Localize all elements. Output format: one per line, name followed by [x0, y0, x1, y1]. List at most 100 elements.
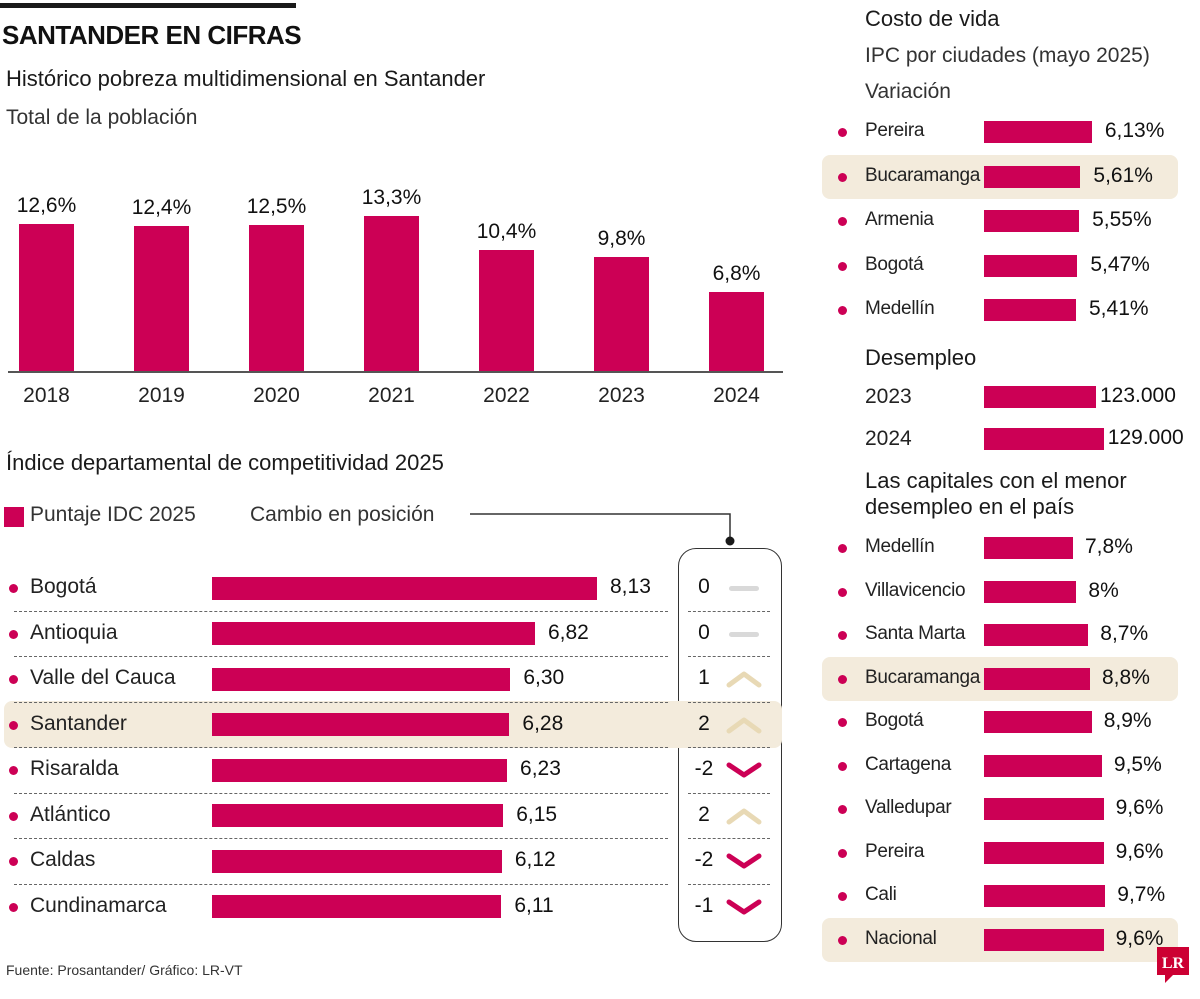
poverty-year-label: 2020: [253, 384, 300, 407]
capital-bullet: [838, 587, 847, 597]
position-change-value: 2: [698, 802, 710, 826]
capital-bullet: [838, 718, 847, 727]
idc-bar: [212, 895, 502, 918]
poverty-chart-baseline: [8, 371, 783, 373]
unemployment-bar: [984, 428, 1104, 450]
ipc-bar: [984, 121, 1092, 143]
capital-label: Pereira: [865, 840, 925, 862]
unemployment-bar: [984, 386, 1096, 408]
idc-legend-score: Puntaje IDC 2025: [30, 503, 196, 526]
capital-bar: [984, 667, 1090, 690]
ipc-label: Bogotá: [865, 253, 924, 275]
capital-label: Bucaramanga: [865, 666, 980, 688]
position-change-value: -1: [694, 893, 714, 917]
trend-down-icon: [726, 899, 762, 914]
position-change-value: 1: [698, 666, 710, 689]
capital-bar: [984, 928, 1104, 951]
poverty-bar-label: 10,4%: [476, 219, 537, 243]
capital-label: Villavicencio: [865, 579, 966, 601]
idc-value-label: 6,12: [514, 848, 556, 871]
position-change-value: 0: [698, 575, 710, 598]
capitals-title: Las capitales con el menor desempleo en …: [865, 468, 1127, 519]
capital-label: Valledupar: [865, 797, 952, 818]
ipc-bar: [984, 254, 1078, 277]
capital-value-label: 8,8%: [1102, 665, 1150, 689]
poverty-bar: [479, 249, 534, 371]
poverty-year-label: 2023: [598, 384, 645, 407]
ipc-label: Pereira: [865, 120, 925, 141]
ipc-bullet: [838, 217, 847, 226]
page-title: SANTANDER EN CIFRAS: [2, 20, 302, 50]
unemployment-title: Desempleo: [865, 345, 977, 370]
trend-flat-icon: [729, 586, 759, 591]
poverty-bar-label: 12,6%: [16, 194, 77, 218]
ipc-bullet: [838, 172, 847, 182]
ipc-bullet: [838, 128, 847, 137]
poverty-bar-label: 12,4%: [131, 196, 192, 220]
change-row-separator: [688, 656, 770, 658]
capital-bullet: [838, 674, 847, 684]
idc-value-label: 6,23: [520, 757, 561, 780]
cost-of-living-title: Costo de vida: [865, 6, 1000, 31]
idc-bullet: [9, 766, 18, 775]
ipc-value-label: 5,47%: [1090, 252, 1150, 276]
capital-label: Cartagena: [865, 753, 952, 775]
position-change-value: -2: [694, 848, 714, 871]
position-change-value: 0: [698, 620, 710, 644]
position-change-value: 2: [698, 711, 710, 735]
capital-value-label: 9,5%: [1113, 752, 1162, 776]
capital-value-label: 9,6%: [1115, 796, 1164, 819]
ipc-value-label: 5,55%: [1092, 208, 1152, 231]
trend-up-icon: [726, 808, 762, 824]
capital-bullet: [838, 544, 847, 553]
capital-label: Santa Marta: [865, 623, 966, 644]
capital-bar: [984, 711, 1092, 733]
capital-bar: [984, 841, 1104, 864]
poverty-chart-title: Histórico pobreza multidimensional en Sa…: [6, 66, 486, 91]
idc-row-separator: [14, 838, 668, 840]
idc-row-separator: [14, 883, 668, 885]
idc-row-separator: [14, 656, 668, 658]
idc-row-separator: [14, 610, 668, 612]
ipc-bullet: [838, 261, 847, 271]
idc-department-label: Bogotá: [30, 575, 97, 598]
ipc-value-label: 6,13%: [1104, 119, 1165, 142]
idc-department-label: Antioquia: [30, 620, 118, 644]
idc-department-label: Caldas: [30, 848, 96, 871]
poverty-bar-label: 12,5%: [246, 195, 307, 219]
cost-of-living-subtitle: IPC por ciudades (mayo 2025): [865, 44, 1150, 67]
position-change-value: -2: [694, 757, 714, 780]
ipc-label: Medellín: [865, 298, 935, 319]
lr-logo: LR: [1157, 947, 1189, 983]
ipc-value-label: 5,61%: [1093, 163, 1153, 187]
change-row-separator: [688, 610, 770, 612]
idc-legend-swatch: [4, 507, 24, 527]
unemployment-value-label: 129.000: [1107, 426, 1184, 449]
idc-bar: [212, 622, 535, 645]
poverty-bar: [709, 291, 764, 371]
capital-value-label: 8%: [1088, 578, 1119, 602]
idc-row-separator: [14, 792, 668, 794]
idc-department-label: Valle del Cauca: [30, 666, 176, 689]
idc-department-label: Santander: [30, 711, 127, 735]
idc-bar: [212, 849, 502, 873]
capital-value-label: 8,9%: [1103, 709, 1152, 732]
poverty-year-label: 2019: [138, 384, 185, 407]
change-row-separator: [688, 747, 770, 749]
poverty-year-label: 2022: [483, 384, 530, 407]
idc-bullet: [9, 629, 18, 639]
unemployment-value-label: 123.000: [1100, 384, 1176, 407]
poverty-year-label: 2018: [23, 384, 70, 407]
trend-down-icon: [726, 762, 762, 778]
ipc-bar: [984, 210, 1080, 232]
idc-legend-connector: [470, 513, 735, 546]
idc-row-separator: [14, 747, 668, 749]
idc-value-label: 6,28: [522, 711, 564, 735]
capital-bullet: [838, 805, 847, 814]
capital-bullet: [838, 761, 847, 771]
svg-text:LR: LR: [1162, 955, 1185, 972]
capital-label: Nacional: [865, 927, 937, 949]
capital-bar: [984, 624, 1089, 646]
idc-bar: [212, 758, 508, 782]
idc-row-separator: [14, 701, 668, 703]
